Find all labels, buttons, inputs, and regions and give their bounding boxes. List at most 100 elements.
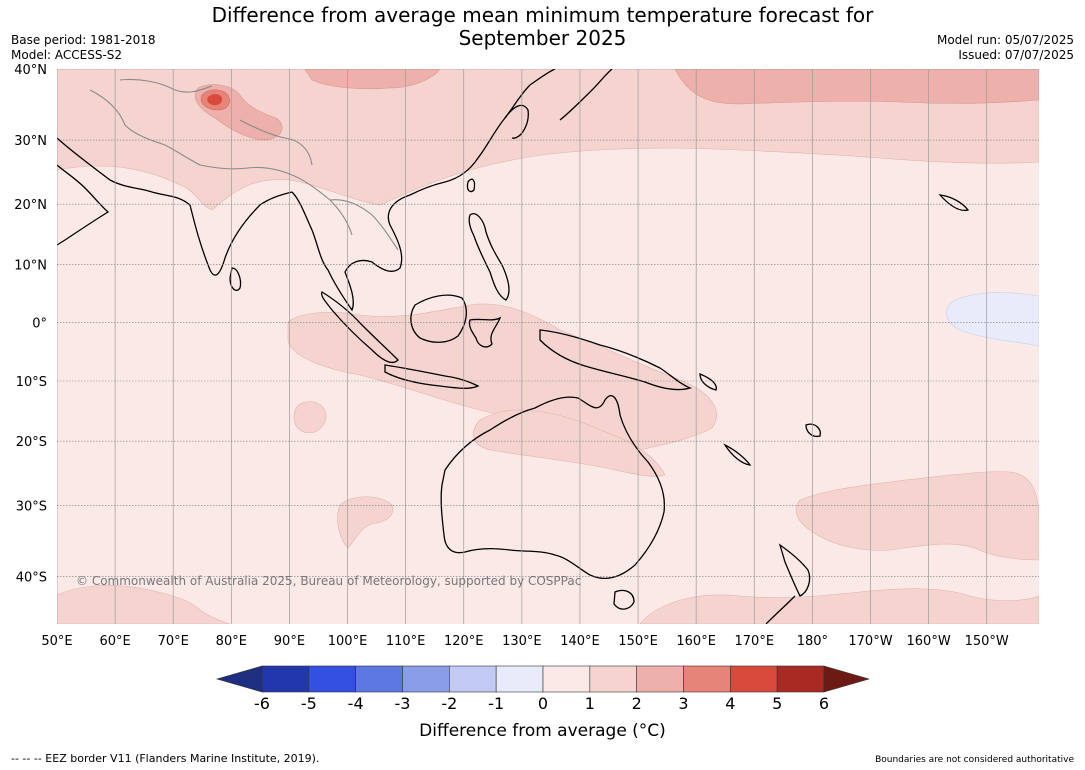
anomaly-region-pacific-warm [674, 69, 1039, 105]
anomaly-region-cool-pacific [946, 292, 1039, 347]
country-borders [89, 78, 399, 251]
coast-java [384, 364, 480, 389]
colorbar-segment [636, 665, 684, 693]
coast-persian-gulf [57, 137, 153, 193]
colorbar-tick-label: 6 [818, 694, 830, 713]
map-body [57, 69, 1039, 624]
anomaly-region-australia [473, 409, 666, 477]
lon-label: 70°E [158, 634, 189, 649]
lon-axis-labels: 50°E 60°E 70°E 80°E 90°E 100°E 110°E 120°E 130°E… [41, 634, 1009, 649]
lat-label: 30°N [14, 134, 47, 149]
border-asia-4 [329, 199, 399, 251]
coast-new-zealand-north [778, 543, 811, 597]
colorbar-segment [542, 665, 591, 693]
border-asia-5 [119, 78, 213, 93]
colorbar-tick-label: -1 [488, 694, 505, 713]
border-asia-6 [239, 119, 313, 166]
colorbar-tick-label: -6 [254, 694, 270, 713]
colorbar-tick-label: 5 [772, 694, 783, 713]
colorbar-segment [308, 665, 356, 693]
lat-label: 20°N [14, 198, 47, 213]
boundaries-note: Boundaries are not considered authoritat… [875, 755, 1074, 765]
anomaly-region-north [57, 69, 1039, 211]
map-title: Difference from average mean minimum tem… [0, 4, 1085, 50]
lat-label: 10°S [16, 375, 47, 390]
lon-label: 90°E [274, 634, 305, 649]
lon-label: 140°E [560, 634, 600, 649]
issued-text: Issued: 07/07/2025 [958, 48, 1074, 62]
anomaly-patch-sw [337, 496, 394, 549]
lat-label: 40°S [16, 570, 47, 585]
colorbar-tick-label: 3 [678, 694, 689, 713]
coast-australia [440, 395, 666, 579]
anomaly-region-south-pacific [795, 471, 1039, 561]
colorbar-tick-label: 4 [725, 694, 736, 713]
coast-indochina [291, 191, 411, 312]
coast-borneo [410, 294, 468, 343]
lon-label: 110°E [386, 634, 426, 649]
lon-label: 160°E [676, 634, 716, 649]
coast-new-zealand-south [765, 595, 796, 624]
model-run-text: Model run: 05/07/2025 [936, 33, 1074, 47]
colorbar-tick-labels: -6 -5 -4 -3 -2 -1 0 1 2 3 4 5 6 [0, 694, 1085, 714]
colorbar-tick-label: 1 [584, 694, 595, 713]
lat-label: 30°S [16, 499, 47, 514]
coast-taiwan [466, 178, 476, 193]
meta-left: Base period: 1981-2018 Model: ACCESS-S2 [11, 33, 156, 63]
lon-label: 160°W [907, 634, 951, 649]
lon-label: 100°E [328, 634, 368, 649]
coast-korea [504, 104, 529, 139]
colorbar-segment [449, 665, 497, 693]
colorbar-tick-label: -2 [441, 694, 458, 713]
coast-tasmania [613, 589, 635, 610]
lat-axis-labels: 40°N 30°N 20°N 10°N 0° 10°S 20°S 30°S 40°S [14, 63, 47, 585]
lon-label: 180° [797, 634, 828, 649]
coast-new-caledonia [723, 443, 752, 466]
coast-sulawesi [468, 316, 502, 348]
gridlines [57, 69, 1039, 624]
coast-new-guinea [539, 329, 693, 391]
lon-label: 150°W [965, 634, 1009, 649]
anomaly-region-south-band-east [639, 588, 1039, 624]
lon-label: 80°E [216, 634, 247, 649]
meta-right: Model run: 05/07/2025 Issued: 07/07/2025 [937, 33, 1074, 63]
coastlines [57, 69, 970, 624]
coast-philippines [468, 213, 510, 301]
colorbar-extend-high [823, 665, 871, 693]
colorbar-tick-label: -4 [347, 694, 364, 713]
colorbar-segment [495, 665, 544, 693]
lon-label: 150°E [618, 634, 658, 649]
base-period-text: Base period: 1981-2018 [11, 33, 156, 47]
map-title-line1: Difference from average mean minimum tem… [211, 3, 874, 27]
colorbar-tick-label: -3 [394, 694, 411, 713]
coast-arabia [57, 164, 110, 246]
colorbar-tick-label: 0 [537, 694, 549, 713]
coast-japan [559, 69, 613, 121]
colorbar-tick-label: 2 [631, 694, 642, 713]
anomaly-region-south-band [57, 585, 231, 624]
colorbar-tick-label: -5 [300, 694, 317, 713]
anomaly-region-maritime [287, 303, 717, 451]
colorbar-segment [776, 665, 825, 693]
colorbar-segment [683, 665, 731, 693]
border-asia-1 [89, 89, 166, 146]
coast-sumatra [320, 291, 399, 364]
map-title-line2: September 2025 [458, 26, 627, 50]
colorbar-segment [261, 665, 310, 693]
colorbar-segment [402, 665, 450, 693]
eez-note: -- -- -- EEZ border V11 (Flanders Marine… [11, 752, 320, 765]
lon-label: 170°W [848, 634, 892, 649]
colorbar-segment [730, 665, 778, 693]
model-text: Model: ACCESS-S2 [11, 48, 123, 62]
coast-hawaii [938, 194, 970, 212]
lon-label: 60°E [99, 634, 130, 649]
colorbar-extend-low [215, 665, 263, 693]
lat-label: 10°N [14, 258, 47, 273]
border-asia-2 [164, 144, 293, 176]
lon-label: 170°E [735, 634, 775, 649]
anomaly-region-asia-warm [304, 69, 441, 90]
lat-label: 40°N [14, 63, 47, 78]
lon-label: 120°E [444, 634, 484, 649]
colorbar-title: Difference from average (°C) [419, 721, 666, 741]
